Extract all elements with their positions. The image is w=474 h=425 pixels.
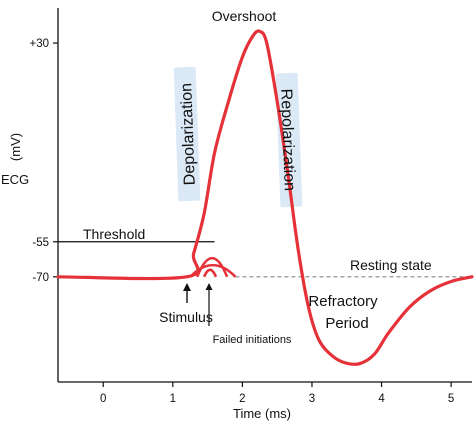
x-tick-label-4: 4 (378, 393, 385, 405)
stimulus-arrow-head (183, 283, 191, 291)
ticks-layer: 0 1 2 3 4 5 +30 -55 -70 (29, 38, 454, 405)
repolarization-label: Repolarization (277, 88, 298, 191)
x-tick-label-3: 3 (309, 393, 315, 405)
y-axis-label-name: ECG (1, 172, 29, 187)
repolarization-highlight (275, 72, 303, 208)
x-tick-label-2: 2 (239, 393, 245, 405)
threshold-label: Threshold (83, 226, 145, 242)
failed-initiation-arc-1 (189, 263, 237, 278)
x-tick-label-0: 0 (100, 393, 106, 405)
x-tick-label-1: 1 (170, 393, 176, 405)
action-potential-curve (56, 29, 474, 366)
y-tick-label-30: +30 (29, 38, 49, 50)
x-axis-label: Time (ms) (233, 406, 291, 421)
stimulus-label: Stimulus (159, 309, 213, 325)
overshoot-label: Overshoot (212, 8, 277, 24)
y-tick-label--70: -70 (32, 272, 49, 284)
failed-initiation-arc-2 (195, 256, 229, 278)
depolarization-label: Depolarization (178, 83, 199, 186)
failed-initiations-label: Failed initiations (213, 334, 292, 346)
y-axis-label-unit: (mV) (8, 133, 23, 161)
failed-initiation-arc-3 (202, 268, 218, 278)
refractory-label-line1: Refractory (308, 293, 378, 310)
x-tick-label-5: 5 (448, 393, 454, 405)
failed-initiations-arrow-head (205, 283, 213, 290)
refractory-label-line2: Period (325, 315, 368, 332)
curves-layer (56, 29, 474, 366)
resting-state-label: Resting state (350, 257, 432, 273)
guides-layer (58, 241, 472, 278)
depolarization-highlight (173, 66, 201, 202)
y-tick-label--55: -55 (32, 237, 49, 249)
